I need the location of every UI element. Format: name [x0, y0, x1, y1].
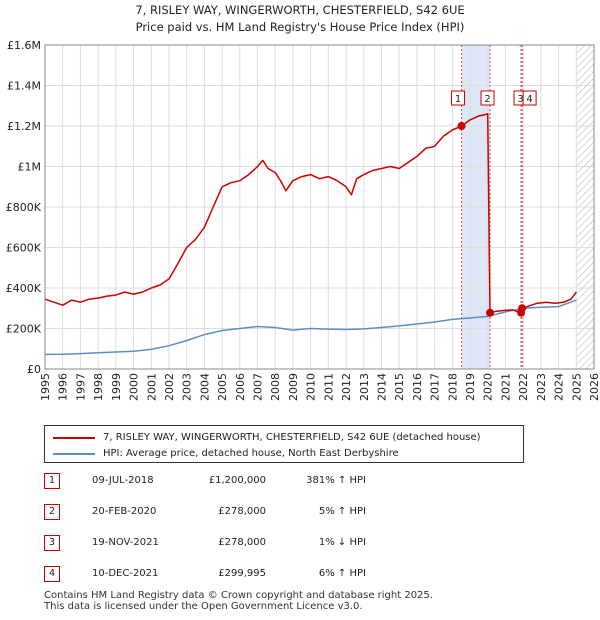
transaction-price: £278,000: [218, 537, 266, 548]
y-tick-label: £0: [27, 363, 41, 376]
transaction-badge: 2: [44, 504, 60, 520]
sale-1-label-box: [451, 90, 466, 106]
x-tick-label: 2015: [393, 373, 406, 401]
x-tick-label: 1999: [110, 373, 123, 401]
table-row: 4 10-DEC-2021 £299,995 6% ↑ HPI: [44, 566, 484, 582]
x-tick-label: 2016: [411, 373, 424, 401]
table-row: 2 20-FEB-2020 £278,000 5% ↑ HPI: [44, 504, 484, 520]
x-tick-label: 1998: [92, 373, 105, 401]
transaction-date: 20-FEB-2020: [92, 506, 157, 517]
transaction-hpi-delta: 381% ↑ HPI: [306, 475, 366, 486]
sale-1-point: [457, 122, 466, 130]
x-tick-label: 2012: [340, 373, 353, 401]
footer-line2: This data is licensed under the Open Gov…: [44, 601, 363, 612]
transaction-badge: 1: [44, 473, 60, 489]
x-tick-label: 2010: [305, 373, 318, 401]
chart-title-line1: 7, RISLEY WAY, WINGERWORTH, CHESTERFIELD…: [135, 3, 465, 17]
price-chart: £0 £200K £400K £600K £800K £1M £1.2M £1.4M £1.6M…: [6, 39, 600, 401]
x-tick-label: 2025: [570, 373, 583, 401]
transaction-price: £278,000: [218, 506, 266, 517]
x-tick-label: 2022: [517, 373, 530, 401]
y-tick-label: £1.4M: [7, 80, 41, 93]
x-tick-label: 1995: [39, 373, 52, 401]
sale-4-label-box: [522, 90, 537, 106]
x-tick-label: 2006: [234, 373, 247, 401]
x-tick-label: 2017: [429, 373, 442, 401]
x-tick-label: 2014: [375, 373, 388, 401]
transaction-price: £299,995: [218, 568, 266, 579]
sale-4-label: 4: [526, 94, 532, 105]
x-tick-label: 2002: [163, 373, 176, 401]
x-tick-label: 2004: [198, 373, 211, 401]
sale-2-point: [486, 308, 495, 317]
property-series-line: [44, 113, 577, 314]
transaction-date: 19-NOV-2021: [92, 537, 159, 548]
y-tick-label: £800K: [6, 201, 42, 214]
x-tick-label: 2013: [358, 373, 371, 401]
x-tick-label: 2026: [588, 373, 600, 401]
legend-hpi-label: HPI: Average price, detached house, Nort…: [103, 448, 399, 459]
x-tick-label: 2023: [535, 373, 548, 401]
x-tick-label: 2018: [446, 373, 459, 401]
sale-1-label: 1: [455, 94, 461, 105]
legend-property-label: 7, RISLEY WAY, WINGERWORTH, CHESTERFIELD…: [103, 432, 481, 443]
sale-3-label: 3: [517, 94, 523, 105]
sale-2-label-box: [480, 90, 495, 106]
transaction-hpi-delta: 6% ↑ HPI: [318, 568, 366, 579]
y-tick-label: £1.2M: [7, 120, 41, 133]
footer-line1: Contains HM Land Registry data © Crown c…: [44, 590, 433, 601]
transaction-badge: 4: [44, 566, 60, 582]
x-tick-label: 2019: [464, 373, 477, 401]
x-tick-label: 2024: [553, 373, 566, 401]
transaction-hpi-delta: 1% ↓ HPI: [318, 537, 366, 548]
x-tick-label: 1997: [74, 373, 87, 401]
y-tick-label: £1M: [18, 161, 42, 174]
x-tick-label: 2021: [499, 373, 512, 401]
y-tick-label: £200K: [6, 323, 42, 336]
table-row: 1 09-JUL-2018 £1,200,000 381% ↑ HPI: [44, 473, 484, 489]
y-tick-label: £600K: [6, 242, 42, 255]
footer-attribution: Contains HM Land Registry data © Crown c…: [44, 590, 433, 612]
sale-2-label: 2: [484, 94, 490, 105]
plot-border: [44, 44, 595, 370]
transaction-date: 09-JUL-2018: [92, 475, 154, 486]
legend-hpi-swatch: [53, 452, 95, 455]
sale-4-point: [518, 304, 527, 313]
x-tick-label: 2011: [322, 373, 335, 401]
x-tick-label: 2000: [128, 373, 141, 401]
transaction-date: 10-DEC-2021: [92, 568, 159, 579]
x-tick-label: 2009: [287, 373, 300, 401]
legend-property-swatch: [53, 436, 95, 439]
x-tick-label: 2001: [145, 373, 158, 401]
x-tick-label: 2008: [269, 373, 282, 401]
x-tick-label: 2003: [181, 373, 194, 401]
x-tick-label: 2007: [252, 373, 265, 401]
chart-title-line2: Price paid vs. HM Land Registry's House …: [135, 20, 465, 34]
y-tick-label: £400K: [6, 282, 42, 295]
y-tick-label: £1.6M: [7, 39, 41, 52]
transaction-price: £1,200,000: [208, 475, 266, 486]
chart-legend: 7, RISLEY WAY, WINGERWORTH, CHESTERFIELD…: [44, 425, 524, 463]
transaction-badge: 3: [44, 535, 60, 551]
x-tick-label: 2005: [216, 373, 229, 401]
hpi-series-line: [44, 299, 577, 356]
table-row: 3 19-NOV-2021 £278,000 1% ↓ HPI: [44, 535, 484, 551]
x-tick-label: 1996: [57, 373, 70, 401]
transaction-hpi-delta: 5% ↑ HPI: [318, 506, 366, 517]
x-tick-label: 2020: [482, 373, 495, 401]
